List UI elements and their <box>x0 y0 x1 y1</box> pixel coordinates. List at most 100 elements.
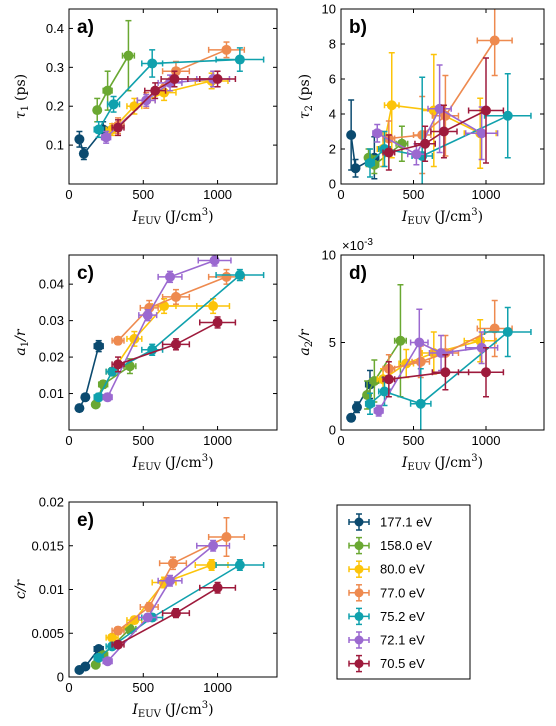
data-point-a-4-3 <box>234 54 245 65</box>
legend-item-4: 75.2 eV <box>348 607 425 626</box>
series-line-b-6 <box>388 109 487 154</box>
series-b-6 <box>382 57 505 171</box>
data-point-c-2-3 <box>208 301 219 312</box>
data-point-b-5-3 <box>476 128 487 139</box>
data-point-e-5-0 <box>102 656 113 667</box>
data-point-c-3-2 <box>170 291 181 302</box>
legend: 177.1 eV 158.0 eV 80.0 eV 77.0 eV 75.2 eV 72.… <box>336 504 471 680</box>
data-point-e-0-1 <box>80 661 91 672</box>
data-point-b-6-2 <box>438 126 449 137</box>
data-point-a-0-0 <box>74 134 85 145</box>
series-b-5 <box>372 64 499 166</box>
panel-label-d: d) <box>349 263 367 284</box>
x-tick-label-c-2: 1000 <box>203 433 232 448</box>
y-tick-label-b-2: 4 <box>329 107 336 122</box>
y-tick-label-c-3: 0.04 <box>39 277 64 292</box>
series-c-0 <box>74 339 104 414</box>
y-tick-label-b-3: 6 <box>329 72 336 87</box>
series-line-d-5 <box>378 341 482 412</box>
y-tick-label-b-5: 10 <box>322 2 336 17</box>
data-point-c-5-1 <box>142 310 153 321</box>
plot-area-b <box>346 9 532 184</box>
x-tick-label-d-1: 500 <box>403 433 425 448</box>
legend-marker-2 <box>354 564 364 574</box>
panel-c: 0 500 1000 0.01 0.02 0.03 0.04 IEUV (J/cm3) a1/r c… <box>13 254 278 473</box>
data-point-d-4-2 <box>415 398 426 409</box>
data-point-b-2-1 <box>386 100 397 111</box>
data-point-c-0-1 <box>80 392 91 403</box>
legend-item-2: 80.0 eV <box>348 560 425 578</box>
data-point-b-0-1 <box>350 163 361 174</box>
x-axis-label-d: IEUV (J/cm3) <box>401 453 483 473</box>
data-point-c-3-0 <box>113 335 124 346</box>
legend-marker-1 <box>354 541 364 551</box>
legend-marker-6 <box>354 659 364 669</box>
series-e-3 <box>111 517 246 636</box>
series-c-6 <box>111 316 237 373</box>
data-point-c-0-0 <box>74 403 85 414</box>
x-axis-label-b: IEUV (J/cm3) <box>401 207 483 227</box>
data-point-d-5-2 <box>436 348 447 358</box>
series-line-b-5 <box>376 107 483 156</box>
data-point-e-3-2 <box>168 558 178 569</box>
data-point-c-6-0 <box>113 359 124 370</box>
plot-area-a <box>74 19 265 161</box>
y-tick-label-b-0: 0 <box>329 177 336 192</box>
series-line-b-2 <box>382 104 481 150</box>
x-tick-label-e-1: 500 <box>132 680 154 695</box>
panel-label-c: c) <box>77 263 94 284</box>
series-line-d-4 <box>369 331 509 405</box>
legend-item-5: 72.1 eV <box>348 631 425 649</box>
data-point-c-5-2 <box>165 271 176 282</box>
series-b-0 <box>346 99 380 180</box>
panel-label-a: a) <box>77 17 94 38</box>
y-tick-label-e-1: 0.005 <box>31 626 64 641</box>
legend-marker-4 <box>354 611 364 621</box>
data-point-b-6-1 <box>420 138 431 149</box>
data-point-c-5-3 <box>209 255 220 266</box>
x-tick-label-e-0: 0 <box>65 680 72 695</box>
data-point-e-6-0 <box>113 639 124 650</box>
legend-label-0: 177.1 eV <box>380 515 432 530</box>
y-tick-label-b-4: 8 <box>329 37 336 52</box>
x-tick-label-a-1: 500 <box>132 187 154 202</box>
data-point-d-0-0 <box>346 412 357 423</box>
x-tick-label-b-2: 1000 <box>472 187 501 202</box>
y-tick-label-c-0: 0.01 <box>39 386 64 401</box>
data-point-d-0-1 <box>351 402 362 413</box>
y-tick-label-d-0: 0 <box>329 423 336 438</box>
legend-label-1: 158.0 eV <box>380 538 432 553</box>
series-d-5 <box>373 308 499 417</box>
y-axis-label-e: c/r <box>13 579 29 600</box>
legend-item-3: 77.0 eV <box>348 584 425 602</box>
x-tick-label-c-1: 500 <box>132 433 154 448</box>
series-a-1 <box>92 19 136 123</box>
data-point-b-6-0 <box>383 147 394 158</box>
data-point-b-1-2 <box>396 138 407 149</box>
x-tick-label-b-1: 500 <box>403 187 425 202</box>
data-point-d-6-0 <box>383 374 394 385</box>
panel-e: 0 500 1000 0 0.005 0.01 0.015 0.02 IEUV (J/cm3) c/… <box>13 495 278 720</box>
axes-frame-a <box>68 8 278 185</box>
series-e-5 <box>102 539 231 667</box>
data-point-c-4-1 <box>107 366 118 377</box>
y-tick-label-e-3: 0.015 <box>31 538 64 553</box>
y-tick-label-a-2: 0.3 <box>46 60 64 75</box>
data-point-b-0-0 <box>346 130 357 140</box>
data-point-e-3-3 <box>221 532 232 542</box>
data-point-c-5-0 <box>102 392 113 403</box>
data-point-b-5-0 <box>372 128 383 139</box>
data-point-a-1-0 <box>92 105 103 116</box>
legend-marker-5 <box>354 635 364 645</box>
series-a-6 <box>111 70 237 137</box>
y-tick-label-d-2: 10 <box>322 248 336 263</box>
x-axis-label-e: IEUV (J/cm3) <box>131 700 213 720</box>
panel-label-b: b) <box>349 17 367 38</box>
data-point-e-6-1 <box>170 608 181 619</box>
data-point-a-6-0 <box>113 122 124 133</box>
data-point-e-3-0 <box>113 625 124 636</box>
y-tick-label-c-2: 0.03 <box>39 313 64 328</box>
data-point-e-2-3 <box>206 560 217 570</box>
